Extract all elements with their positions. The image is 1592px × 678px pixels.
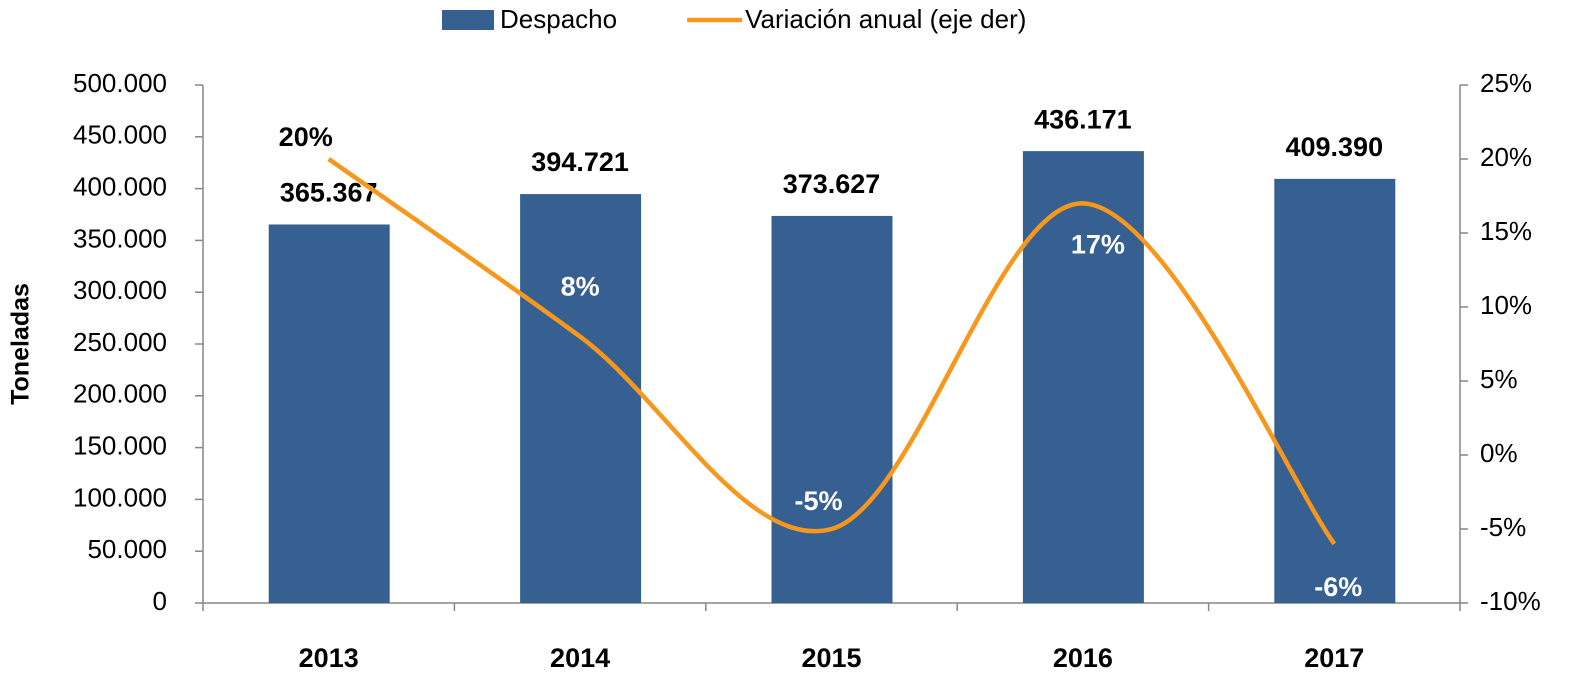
bar-value-label: 409.390 — [1285, 132, 1383, 162]
x-tick-label: 2017 — [1304, 643, 1364, 673]
x-tick-label: 2015 — [801, 643, 861, 673]
bar-value-label: 436.171 — [1034, 104, 1132, 134]
y-tick-label: 150.000 — [73, 430, 167, 460]
y-tick-label: 450.000 — [73, 120, 167, 150]
legend-label: Variación anual (eje der) — [745, 4, 1026, 34]
bar — [268, 224, 390, 603]
line-value-label: 17% — [1071, 230, 1125, 260]
x-tick-label: 2016 — [1053, 643, 1113, 673]
line-value-label: 8% — [561, 272, 600, 302]
bar — [520, 194, 642, 604]
line-value-label: -6% — [1314, 572, 1362, 602]
bar — [771, 215, 893, 603]
y-tick-label: 50.000 — [87, 534, 167, 564]
y-tick-label: 350.000 — [73, 223, 167, 253]
y2-tick-label: 0% — [1480, 438, 1518, 468]
y2-tick-label: 10% — [1480, 290, 1532, 320]
y-axis-title: Toneladas — [7, 283, 35, 405]
y2-tick-label: 20% — [1480, 142, 1532, 172]
y-tick-label: 100.000 — [73, 482, 167, 512]
bar — [1274, 178, 1396, 604]
bar-value-label: 394.721 — [531, 147, 629, 177]
y-tick-label: 400.000 — [73, 171, 167, 201]
y2-tick-label: 15% — [1480, 216, 1532, 246]
y-tick-label: 200.000 — [73, 379, 167, 409]
y2-tick-label: -5% — [1480, 512, 1526, 542]
y-tick-label: 300.000 — [73, 275, 167, 305]
line-value-label: 20% — [279, 122, 333, 152]
y-tick-label: 0 — [153, 586, 167, 616]
y2-tick-label: 5% — [1480, 364, 1518, 394]
line — [327, 157, 1337, 546]
legend-label: Despacho — [500, 4, 617, 34]
y2-tick-label: 25% — [1480, 68, 1532, 98]
line-value-label: -5% — [794, 486, 842, 516]
x-tick-label: 2013 — [299, 643, 359, 673]
legend-swatch — [442, 10, 494, 30]
x-tick-label: 2014 — [550, 643, 610, 673]
bar — [1022, 151, 1144, 604]
bar-value-label: 373.627 — [783, 169, 881, 199]
y2-tick-label: -10% — [1480, 586, 1541, 616]
y-tick-label: 250.000 — [73, 327, 167, 357]
y-tick-label: 500.000 — [73, 68, 167, 98]
